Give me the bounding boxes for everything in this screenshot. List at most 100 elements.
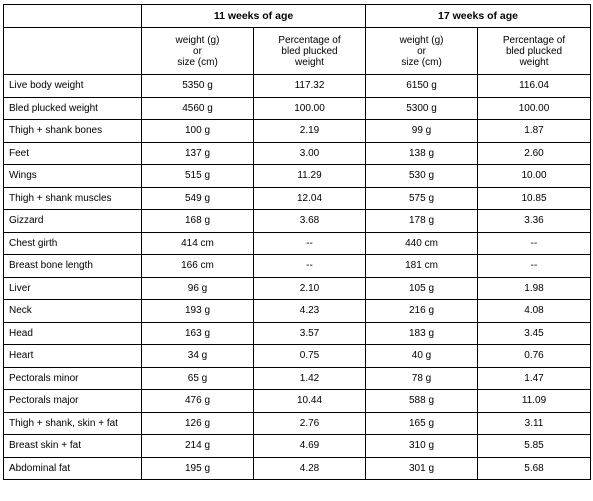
col-header-percent-11: Percentage of bled plucked weight	[252, 27, 367, 75]
percent-17-cell: 1.47	[477, 366, 592, 390]
percent-17-cell: --	[477, 254, 592, 278]
col-header-line: or	[417, 45, 426, 57]
table-row: Bled plucked weight 4560 g 100.00 5300 g 100…	[3, 96, 592, 120]
percent-11-cell: 117.32	[252, 74, 367, 98]
weight-11-cell: 96 g	[141, 276, 254, 300]
weight-17-cell: 165 g	[365, 411, 479, 435]
percent-11-cell: 2.10	[252, 276, 367, 300]
row-label: Thigh + shank muscles	[3, 186, 142, 210]
row-label: Chest girth	[3, 231, 142, 255]
percent-11-cell: 3.00	[252, 141, 367, 165]
weight-17-cell: 138 g	[365, 141, 479, 165]
row-label: Live body weight	[3, 74, 142, 98]
col-header-line: bled plucked	[281, 45, 338, 57]
weight-11-cell: 549 g	[141, 186, 254, 210]
percent-17-cell: 5.85	[477, 434, 592, 458]
table-row: Abdominal fat 195 g 4.28 301 g 5.68	[3, 456, 592, 480]
weight-17-cell: 183 g	[365, 321, 479, 345]
percent-17-cell: 116.04	[477, 74, 592, 98]
table-row: Feet 137 g 3.00 138 g 2.60	[3, 141, 592, 165]
weight-17-cell: 301 g	[365, 456, 479, 480]
col-header-weight-17: weight (g) or size (cm)	[365, 27, 479, 75]
weight-11-cell: 4560 g	[141, 96, 254, 120]
row-label: Heart	[3, 344, 142, 368]
table-row: Breast bone length 166 cm -- 181 cm --	[3, 254, 592, 278]
table-row: Heart 34 g 0.75 40 g 0.76	[3, 344, 592, 368]
table-row: Breast skin + fat 214 g 4.69 310 g 5.85	[3, 434, 592, 458]
carcass-data-table: 11 weeks of age 17 weeks of age weight (…	[3, 4, 592, 480]
sub-corner-cell	[3, 27, 142, 75]
col-header-line: weight (g)	[175, 34, 220, 46]
row-label: Breast bone length	[3, 254, 142, 278]
weight-11-cell: 476 g	[141, 389, 254, 413]
percent-17-cell: 1.87	[477, 119, 592, 143]
percent-17-cell: 3.45	[477, 321, 592, 345]
weight-11-cell: 168 g	[141, 209, 254, 233]
row-label: Bled plucked weight	[3, 96, 142, 120]
group-header-11-weeks: 11 weeks of age	[140, 4, 367, 28]
percent-17-cell: 10.00	[477, 164, 592, 188]
weight-17-cell: 78 g	[365, 366, 479, 390]
weight-11-cell: 414 cm	[141, 231, 254, 255]
percent-17-cell: 5.68	[477, 456, 592, 480]
weight-11-cell: 163 g	[141, 321, 254, 345]
weight-17-cell: 178 g	[365, 209, 479, 233]
table-row: Gizzard 168 g 3.68 178 g 3.36	[3, 209, 592, 233]
row-label: Wings	[3, 164, 142, 188]
row-label: Head	[3, 321, 142, 345]
weight-17-cell: 216 g	[365, 299, 479, 323]
row-label: Thigh + shank, skin + fat	[3, 411, 142, 435]
col-header-line: or	[193, 45, 202, 57]
col-header-weight-11: weight (g) or size (cm)	[141, 27, 254, 75]
weight-11-cell: 34 g	[141, 344, 254, 368]
column-header-row: weight (g) or size (cm) Percentage of bl…	[3, 27, 592, 75]
percent-17-cell: 3.36	[477, 209, 592, 233]
col-header-line: size (cm)	[177, 56, 218, 68]
weight-11-cell: 193 g	[141, 299, 254, 323]
percent-11-cell: 2.76	[252, 411, 367, 435]
percent-11-cell: 2.19	[252, 119, 367, 143]
col-header-percent-17: Percentage of bled plucked weight	[477, 27, 592, 75]
percent-11-cell: 0.75	[252, 344, 367, 368]
weight-17-cell: 99 g	[365, 119, 479, 143]
table-row: Neck 193 g 4.23 216 g 4.08	[3, 299, 592, 323]
percent-11-cell: 12.04	[252, 186, 367, 210]
percent-17-cell: 11.09	[477, 389, 592, 413]
col-header-line: size (cm)	[401, 56, 442, 68]
col-header-line: weight (g)	[399, 34, 444, 46]
group-header-row: 11 weeks of age 17 weeks of age	[3, 4, 592, 28]
row-label: Neck	[3, 299, 142, 323]
weight-17-cell: 530 g	[365, 164, 479, 188]
col-header-line: Percentage of	[278, 34, 341, 46]
row-label: Pectorals major	[3, 389, 142, 413]
group-header-17-weeks: 17 weeks of age	[365, 4, 592, 28]
table-row: Pectorals major 476 g 10.44 588 g 11.09	[3, 389, 592, 413]
percent-11-cell: --	[252, 231, 367, 255]
weight-11-cell: 166 cm	[141, 254, 254, 278]
weight-11-cell: 100 g	[141, 119, 254, 143]
table-row: Live body weight 5350 g 117.32 6150 g 116.04	[3, 74, 592, 98]
weight-11-cell: 137 g	[141, 141, 254, 165]
percent-17-cell: 1.98	[477, 276, 592, 300]
weight-17-cell: 5300 g	[365, 96, 479, 120]
weight-17-cell: 6150 g	[365, 74, 479, 98]
table-row: Head 163 g 3.57 183 g 3.45	[3, 321, 592, 345]
col-header-line: weight	[295, 56, 324, 68]
row-label: Thigh + shank bones	[3, 119, 142, 143]
percent-17-cell: 100.00	[477, 96, 592, 120]
percent-11-cell: 4.28	[252, 456, 367, 480]
percent-11-cell: 1.42	[252, 366, 367, 390]
weight-11-cell: 65 g	[141, 366, 254, 390]
percent-17-cell: 4.08	[477, 299, 592, 323]
weight-17-cell: 588 g	[365, 389, 479, 413]
weight-11-cell: 5350 g	[141, 74, 254, 98]
col-header-line: bled plucked	[505, 45, 563, 57]
table-body: Live body weight 5350 g 117.32 6150 g 116.04…	[3, 74, 592, 480]
percent-11-cell: 3.68	[252, 209, 367, 233]
percent-11-cell: 4.23	[252, 299, 367, 323]
row-label: Liver	[3, 276, 142, 300]
percent-11-cell: 100.00	[252, 96, 367, 120]
percent-11-cell: 10.44	[252, 389, 367, 413]
weight-17-cell: 310 g	[365, 434, 479, 458]
